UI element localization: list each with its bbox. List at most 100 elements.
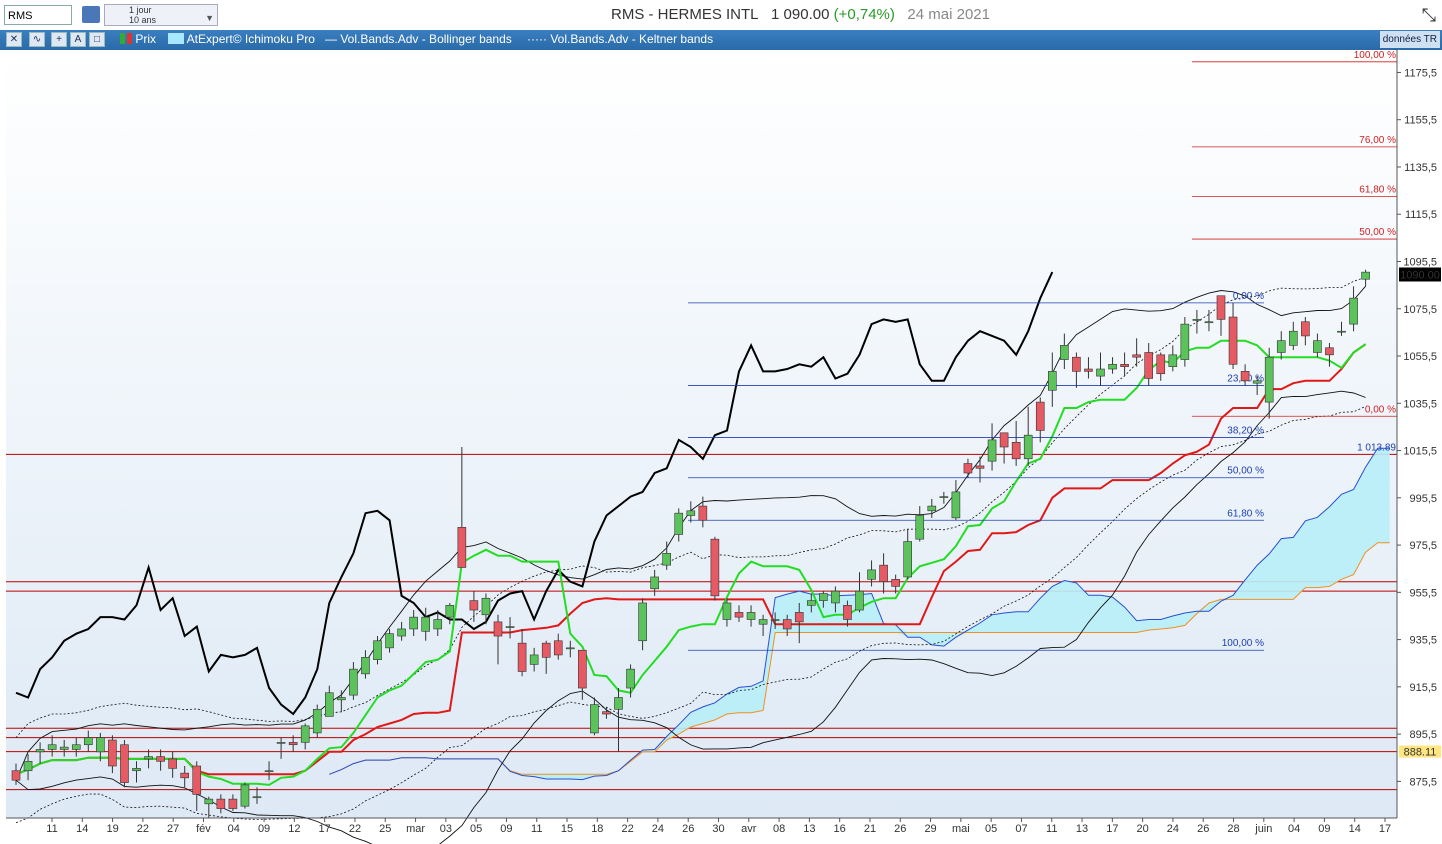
expand-arrows-icon[interactable]: ⤡ <box>1421 5 1436 25</box>
candle-up <box>397 628 406 637</box>
candle-up <box>565 647 575 650</box>
candle-down <box>108 739 117 767</box>
tenkan-sen-line <box>15 339 1367 786</box>
chevron-down-icon[interactable]: ▼ <box>205 13 214 23</box>
legend-price[interactable]: Prix <box>120 32 156 46</box>
instrument-name: RMS - HERMES INTL <box>611 6 759 23</box>
add-indicator-icon[interactable]: + <box>51 32 67 47</box>
x-tick-label: 29 <box>924 823 936 835</box>
tools-icon[interactable]: ✕ <box>6 32 22 47</box>
y-tick-label: 1135,5 <box>1404 162 1437 174</box>
x-tick-label: 22 <box>621 823 633 835</box>
legend-ichimoku[interactable]: AtExpert© Ichimoku Pro <box>168 32 315 46</box>
x-tick-label: 17 <box>1106 823 1118 835</box>
x-tick-label: 03 <box>440 823 452 835</box>
candle-down <box>1084 368 1093 372</box>
candle-down <box>541 642 551 658</box>
text-indicator-icon[interactable]: A <box>70 32 86 47</box>
y-tick-label: 1175,5 <box>1404 67 1437 79</box>
candle-down <box>975 465 985 469</box>
candle-down <box>710 538 720 597</box>
x-tick-label: 05 <box>985 823 997 835</box>
plot-background <box>6 50 1397 818</box>
candle-up <box>1313 340 1322 353</box>
last-price-tag <box>1399 267 1441 282</box>
candle-up <box>927 505 937 512</box>
candle-down <box>553 640 563 656</box>
candle-up <box>855 590 864 611</box>
candle-up <box>1337 330 1346 333</box>
legend-keltner[interactable]: ····· Vol.Bands.Adv - Keltner bands <box>527 32 713 46</box>
fibonacci-retracement-label: 50,00 % <box>1227 466 1264 477</box>
y-tick-label: 1095,5 <box>1403 256 1437 268</box>
candle-up <box>1349 297 1358 325</box>
level-price-tag <box>1399 745 1441 758</box>
legend-bollinger[interactable]: — Vol.Bands.Adv - Bollinger bands <box>325 32 512 46</box>
candle-down <box>782 619 792 630</box>
candle-down <box>999 432 1009 448</box>
fibonacci-extension-label: 50,00 % <box>1359 227 1396 238</box>
x-tick-label: mai <box>952 823 970 835</box>
candle-down <box>469 600 479 611</box>
candle-up <box>35 749 45 753</box>
period-range: 10 ans <box>129 15 157 25</box>
calendar-icon[interactable] <box>82 6 100 23</box>
instrument-price: 1 090.00 <box>771 6 830 23</box>
candle-up <box>939 496 949 498</box>
x-tick-label: mar <box>406 823 425 835</box>
candle-up <box>951 491 961 519</box>
x-tick-label: 27 <box>167 823 179 835</box>
candle-up <box>614 697 623 710</box>
x-tick-label: juin <box>1254 823 1272 835</box>
y-tick-label: 1155,5 <box>1404 115 1437 127</box>
candle-up <box>686 510 696 516</box>
candle-down <box>1301 321 1310 337</box>
indicator-icon[interactable]: ∿ <box>29 32 45 47</box>
candle-down <box>963 463 973 474</box>
candle-down <box>734 612 744 618</box>
chart-title: RMS - HERMES INTL 1 090.00 (+0,74%) 24 m… <box>611 6 990 23</box>
window-icon[interactable]: □ <box>89 32 105 47</box>
candle-up <box>337 697 346 701</box>
x-tick-label: 18 <box>591 823 603 835</box>
x-tick-label: 17 <box>319 823 331 835</box>
candle-down <box>493 621 503 637</box>
dotted-line-icon: ····· <box>527 32 547 46</box>
ichimoku-cloud <box>329 448 1390 780</box>
period-selector[interactable]: 1 jour 10 ans ▼ <box>104 4 218 26</box>
fibonacci-retracement-label: 0,00 % <box>1233 291 1264 302</box>
candle-up <box>300 725 310 743</box>
candle-down <box>1240 371 1250 382</box>
candle-down <box>843 605 852 620</box>
candle-up <box>47 744 57 750</box>
candle-up <box>1048 371 1057 391</box>
candle-down <box>120 744 129 783</box>
x-tick-label: 11 <box>46 823 57 835</box>
candle-up <box>1276 340 1286 353</box>
candle-up <box>252 796 262 799</box>
candle-down <box>457 527 467 568</box>
x-tick-label: 26 <box>894 823 906 835</box>
candle-up <box>1096 368 1105 377</box>
candle-up <box>1204 321 1214 324</box>
chikou-span-line <box>15 271 1054 716</box>
candle-down <box>228 798 238 809</box>
y-tick-label: 1075,5 <box>1403 304 1437 316</box>
candle-down <box>1325 347 1334 356</box>
candle-up <box>819 593 828 601</box>
candle-up <box>349 668 358 696</box>
candle-up <box>903 541 913 578</box>
keltner-lower-line <box>15 406 1366 824</box>
legend-ichimoku-label: AtExpert© Ichimoku Pro <box>186 32 315 46</box>
candle-up <box>674 512 684 535</box>
chart-area[interactable]: 0,00 % 23,60 % 38,20 % 50,00 % 61,80 % 100,00… <box>0 50 1442 844</box>
symbol-input[interactable]: RMS <box>4 5 72 25</box>
candle-down <box>1072 356 1081 372</box>
candle-up <box>1264 356 1274 403</box>
candle-up <box>831 590 840 604</box>
x-tick-label: 16 <box>834 823 846 835</box>
x-tick-label: 13 <box>803 823 815 835</box>
candle-down <box>517 642 527 672</box>
price-chart[interactable]: 0,00 %23,60 %38,20 %50,00 %61,80 %100,00… <box>0 50 1442 844</box>
candle-up <box>445 605 455 618</box>
